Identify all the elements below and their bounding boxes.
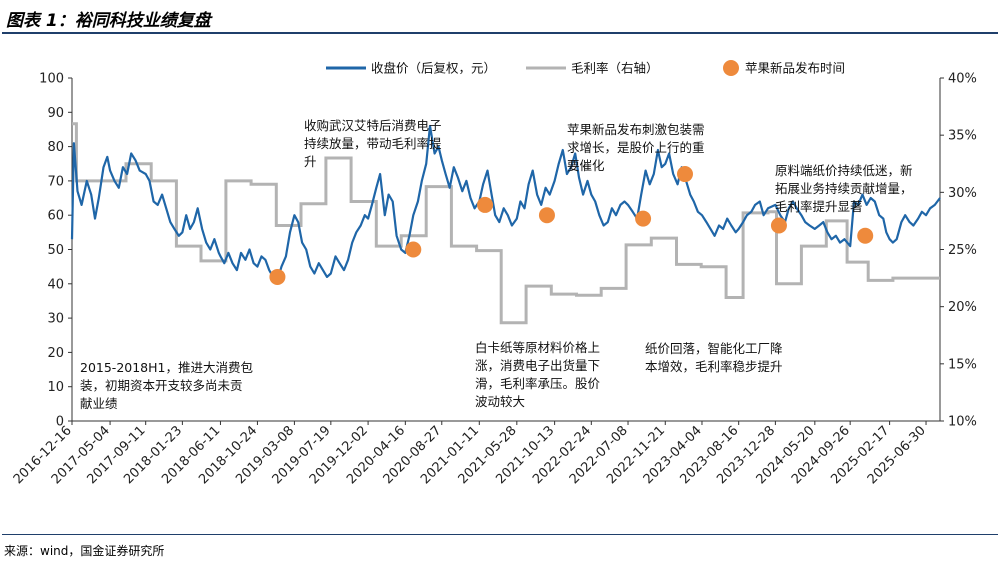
annotation-line: 收购武汉艾特后消费电子 [304, 118, 442, 133]
left-tick-label: 70 [47, 174, 64, 189]
apple-event-marker [857, 227, 874, 244]
right-tick-label: 15% [948, 357, 977, 372]
annotation-line: 波动较大 [475, 394, 525, 409]
legend-price-label: 收盘价（后复权，元） [371, 61, 496, 76]
apple-event-marker [770, 217, 787, 234]
price-line [70, 124, 941, 282]
left-tick-label: 60 [47, 209, 64, 224]
apple-event-marker [477, 196, 494, 213]
apple-event-marker [676, 166, 693, 183]
annotation-line: 装，初期资本开支较多尚未贡 [80, 378, 243, 393]
left-tick-label: 20 [47, 346, 64, 361]
annotation-line: 升 [304, 154, 317, 169]
annotation-line: 持续放量，带动毛利率提 [304, 136, 442, 151]
annotation-line: 拓展业务持续贡献增量， [775, 181, 913, 196]
annotation-line: 献业绩 [80, 396, 118, 411]
right-tick-label: 20% [948, 300, 977, 315]
right-tick-label: 40% [948, 72, 977, 87]
right-tick-label: 35% [948, 129, 977, 144]
legend-event-swatch [723, 60, 739, 76]
left-tick-label: 10 [47, 380, 64, 395]
apple-event-marker [269, 268, 286, 285]
right-tick-label: 25% [948, 243, 977, 258]
annotation-text: 原料端纸价持续低迷，新拓展业务持续贡献增量， 毛利率提升显著 [775, 163, 913, 214]
legend-margin-label: 毛利率（右轴） [571, 61, 659, 76]
annotation-line: 原料端纸价持续低迷，新 [775, 163, 913, 178]
footer-divider [2, 534, 998, 535]
annotation-line: 滑，毛利率承压。股价 [475, 376, 601, 391]
apple-event-marker [405, 241, 422, 258]
right-tick-label: 10% [948, 415, 977, 430]
gross-margin-line [72, 122, 940, 325]
left-tick-label: 40 [47, 277, 64, 292]
annotation-line: 纸价回落，智能化工厂降 [645, 341, 783, 356]
legend-event-label: 苹果新品发布时间 [745, 61, 845, 76]
annotation-text: 白卡纸等原材料价格上涨，消费电子出货量下滑，毛利率承压。股价波动较大 [475, 340, 601, 409]
annotation-text: 收购武汉艾特后消费电子持续放量，带动毛利率提升 [304, 118, 442, 169]
left-tick-label: 100 [39, 72, 64, 87]
right-tick-label: 30% [948, 186, 977, 201]
annotation-line: 要催化 [567, 158, 605, 173]
left-tick-label: 50 [47, 243, 64, 258]
source-note: 来源：wind，国金证券研究所 [4, 544, 165, 558]
left-tick-label: 30 [47, 312, 64, 327]
price-layer [70, 124, 941, 282]
annotation-line: 涨，消费电子出货量下 [475, 358, 600, 373]
left-tick-label: 80 [47, 140, 64, 155]
annotation-line: 求增长，是股价上行的重 [567, 140, 705, 155]
annotation-layer: 2015-2018H1，推进大消费包装，初期资本开支较多尚未贡献业绩 收购武汉艾特… [80, 118, 913, 411]
annotation-line: 2015-2018H1，推进大消费包 [80, 360, 253, 375]
title-divider [2, 32, 998, 34]
page-title: 图表 1：裕同科技业绩复盘 [6, 11, 211, 31]
annotation-line: 苹果新品发布刺激包装需 [567, 122, 705, 137]
apple-event-marker [538, 207, 555, 224]
annotation-line: 毛利率提升显著 [775, 199, 863, 214]
annotation-text: 纸价回落，智能化工厂降本增效，毛利率稳步提升 [645, 341, 783, 374]
annotation-text: 苹果新品发布刺激包装需求增长，是股价上行的重要催化 [567, 122, 705, 173]
event-marker-layer [269, 166, 874, 285]
legend: 收盘价（后复权，元） 毛利率（右轴） 苹果新品发布时间 [326, 60, 845, 76]
annotation-line: 白卡纸等原材料价格上 [475, 340, 600, 355]
annotation-text: 2015-2018H1，推进大消费包装，初期资本开支较多尚未贡献业绩 [80, 360, 253, 411]
axes-layer: 0 10 20 30 40 50 60 70 80 90 100 10% 15% 20% 25% 30% 35%… [11, 72, 977, 488]
left-tick-label: 90 [47, 106, 64, 121]
annotation-line: 本增效，毛利率稳步提升 [645, 359, 783, 374]
left-tick-label: 0 [56, 415, 64, 430]
apple-event-marker [635, 210, 652, 227]
gross-margin-layer [72, 122, 940, 325]
